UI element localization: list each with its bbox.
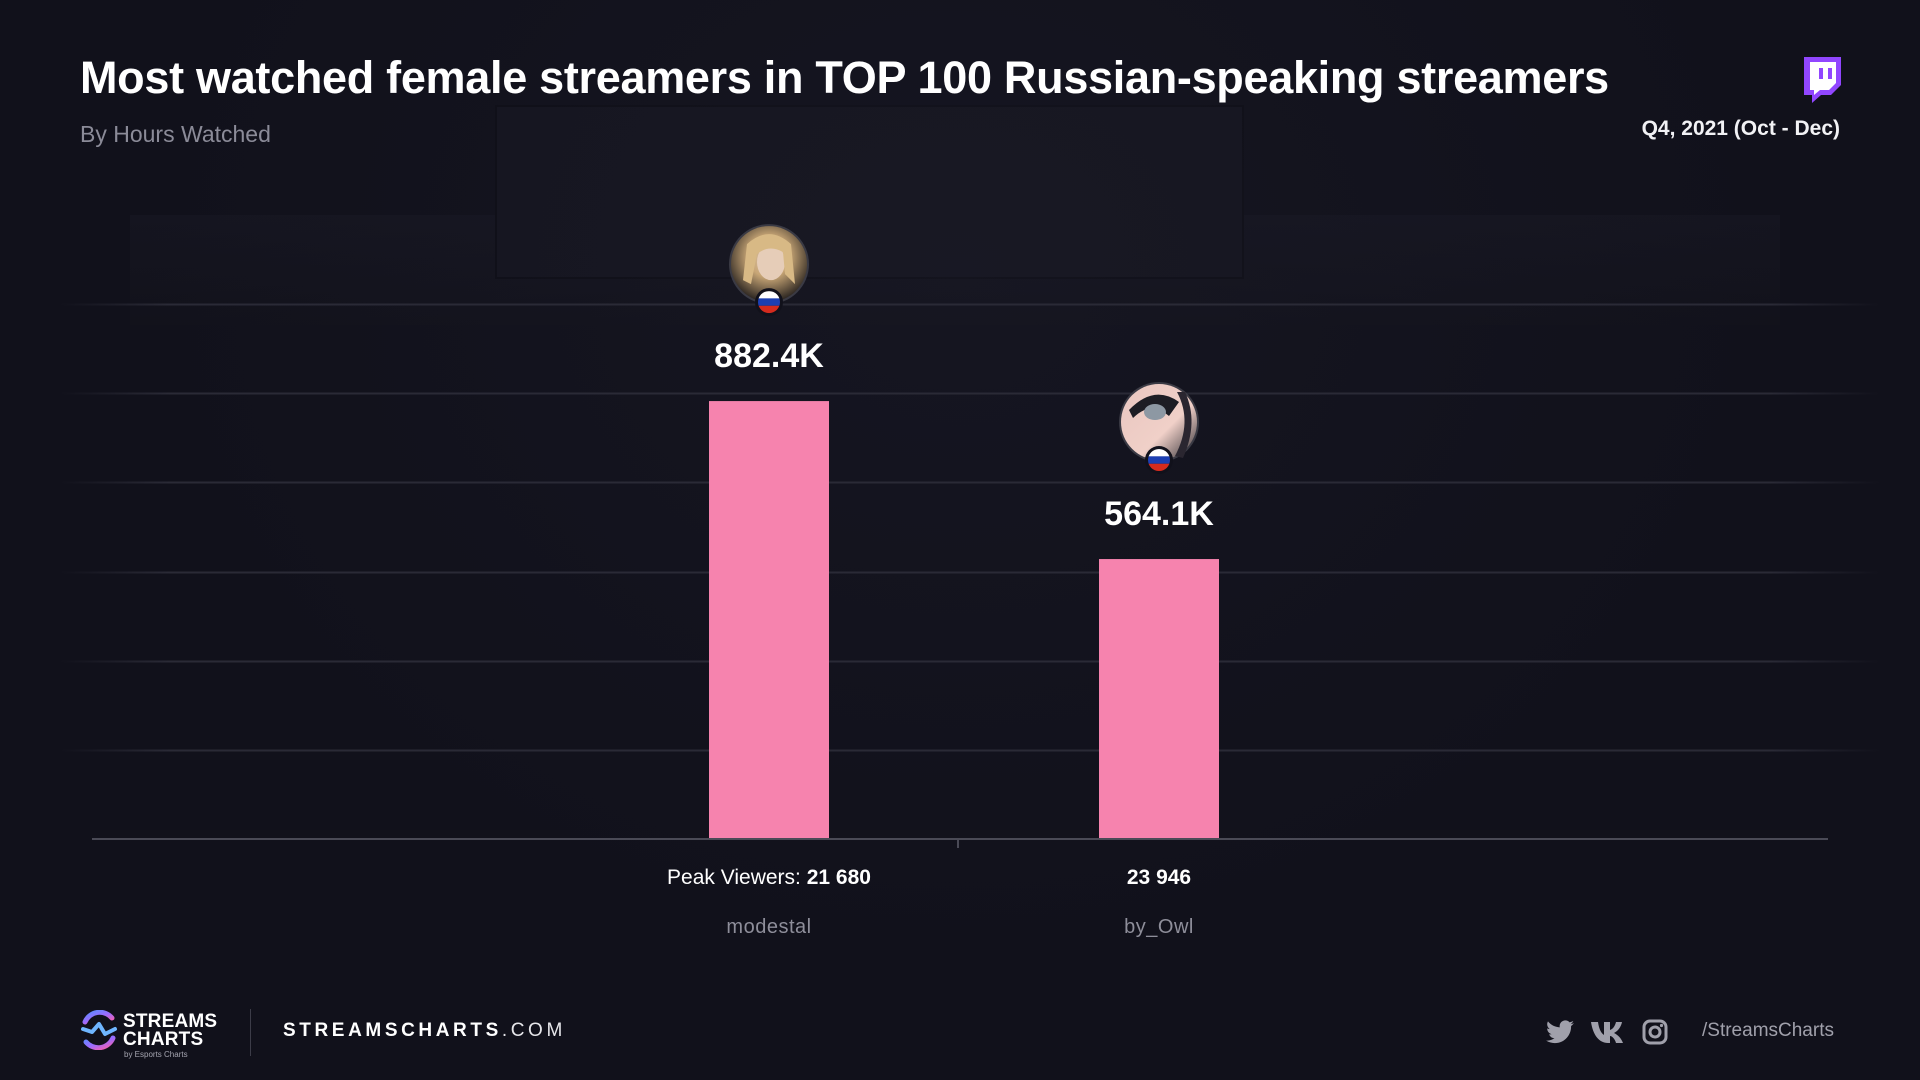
website-tld: .COM [501, 1020, 566, 1041]
twitch-icon [1804, 57, 1841, 103]
footer-divider [250, 1009, 251, 1056]
peak-viewers-value: 21 680 [807, 866, 871, 889]
gridline [60, 481, 1880, 484]
vk-icon[interactable] [1591, 1019, 1627, 1045]
peak-viewers-caption: Peak Viewers: [667, 866, 807, 889]
instagram-icon[interactable] [1642, 1019, 1668, 1045]
flag-red [1148, 463, 1170, 472]
avatar-face [757, 244, 785, 281]
flag-blue [1148, 456, 1170, 464]
x-tick-label: modestal [726, 916, 811, 938]
bar-labels: 882.4K Peak Viewers: 21 680 modestal 564.1K… [667, 224, 1214, 938]
flag-white [758, 291, 780, 299]
flag-stripes [758, 291, 780, 314]
russia-flag-icon [1145, 446, 1173, 475]
chart-title: Most watched female streamers in TOP 100… [80, 52, 1609, 103]
flag-white [1148, 449, 1170, 457]
avatar-by_Owl [1119, 382, 1199, 463]
value-label: 882.4K [714, 337, 824, 375]
website-link[interactable]: STREAMSCHARTS.COM [283, 1020, 566, 1042]
x-tick-label: by_Owl [1124, 916, 1194, 938]
bar-by_Owl [1099, 559, 1219, 839]
flag-blue [758, 298, 780, 306]
peak-viewers-label: 23 946 [1127, 866, 1191, 889]
bar-modestal [709, 401, 829, 839]
gridline [60, 392, 1880, 395]
peak-viewers-label: Peak Viewers: 21 680 [667, 866, 871, 889]
gridline [60, 660, 1880, 663]
x-axis [92, 838, 1828, 848]
logo-byline: by Esports Charts [124, 1050, 188, 1059]
flag-stripes [1148, 449, 1170, 472]
peak-viewers-value: 23 946 [1127, 866, 1191, 889]
avatar-hair-strand [1175, 392, 1192, 459]
chart-subtitle: By Hours Watched [80, 121, 271, 147]
russia-flag-icon [755, 288, 783, 317]
avatar-modestal [729, 224, 809, 305]
website-name: STREAMSCHARTS [283, 1020, 502, 1041]
streamscharts-logo-icon [81, 1010, 117, 1050]
flag-red [758, 305, 780, 314]
value-label: 564.1K [1104, 495, 1214, 533]
logo-text-charts: CHARTS [123, 1029, 204, 1050]
gridlines [60, 303, 1880, 752]
gridline [60, 571, 1880, 574]
logo-text-streams: STREAMS [123, 1011, 218, 1032]
bars [709, 401, 1219, 839]
gridline [60, 303, 1880, 306]
twitter-icon[interactable] [1546, 1019, 1574, 1045]
avatar-eye [1144, 404, 1166, 421]
gridline [60, 749, 1880, 752]
avatar-hair [743, 234, 795, 285]
period-label: Q4, 2021 (Oct - Dec) [1641, 117, 1840, 140]
social-handle-link[interactable]: /StreamsCharts [1702, 1020, 1834, 1041]
